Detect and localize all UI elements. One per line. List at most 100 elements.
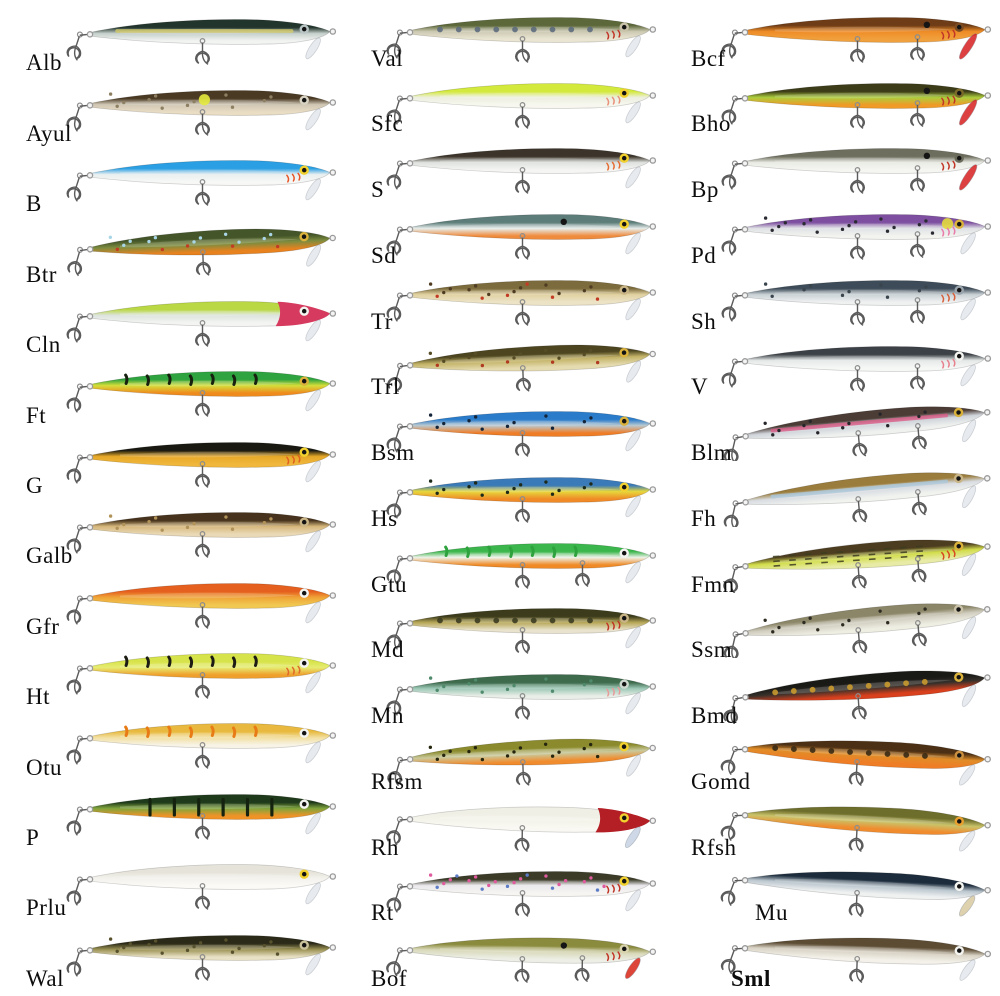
lure-image	[386, 674, 657, 721]
treble-hook-icon	[386, 423, 403, 454]
treble-hook-icon	[195, 742, 210, 770]
lure-item: Sd	[345, 201, 665, 267]
nose-ring-icon	[329, 943, 337, 951]
treble-hook-icon	[195, 249, 211, 277]
lure-label: Prlu	[26, 895, 67, 921]
lure-item: Tr	[345, 267, 665, 333]
gill-mark	[606, 686, 621, 697]
eye-pupil	[301, 942, 307, 948]
treble-hook-icon	[66, 876, 83, 907]
lure-image	[66, 582, 337, 629]
color-pattern	[108, 92, 273, 110]
diving-lip	[305, 741, 321, 764]
color-pattern	[763, 282, 928, 299]
treble-hook-icon	[386, 160, 403, 191]
lure-label: Bmd	[691, 703, 738, 729]
body-shine	[440, 223, 619, 230]
lure-item: Ayul	[0, 74, 345, 145]
treble-hook-icon	[848, 758, 864, 786]
lure-label: Wal	[26, 965, 64, 991]
lure-image	[66, 723, 337, 770]
lure-image	[386, 148, 657, 195]
treble-hook-icon	[195, 390, 210, 418]
gill-mark	[941, 358, 956, 369]
lure-label: Btr	[26, 261, 57, 287]
lure-image	[66, 89, 337, 136]
nose-ring-icon	[984, 542, 991, 550]
eye-pupil	[621, 24, 627, 30]
treble-hook-icon	[851, 561, 867, 589]
lure-item: Bho	[665, 70, 1000, 135]
tail-ring-icon	[86, 805, 94, 813]
lure-item: Mn	[345, 661, 665, 727]
body-shine	[775, 223, 954, 230]
treble-hook-icon	[195, 883, 210, 911]
eye-pupil	[957, 884, 962, 890]
lure-image	[387, 344, 656, 392]
treble-hook-icon	[850, 101, 865, 129]
nose-ring-icon	[329, 803, 337, 810]
treble-hook-icon	[910, 165, 925, 193]
treble-hook-icon	[515, 101, 530, 129]
diving-lip	[959, 959, 976, 981]
eye-pupil	[621, 156, 627, 161]
tail-ring-icon	[742, 498, 749, 506]
body-shine	[775, 289, 954, 296]
lure-item: Gfr	[0, 567, 345, 638]
tail-ring-icon	[741, 94, 749, 102]
lure-label: Sd	[371, 242, 397, 268]
lure-item: Rfsm	[345, 727, 665, 793]
lure-label: Fh	[691, 505, 717, 531]
treble-hook-icon	[387, 362, 404, 392]
lure-label: Blm	[691, 440, 733, 466]
lure-image	[723, 472, 991, 527]
lure-image	[721, 214, 992, 260]
nose-ring-icon	[983, 475, 991, 482]
lure-label: Fmn	[691, 571, 735, 597]
treble-hook-icon	[848, 890, 864, 918]
eye-pupil	[956, 476, 961, 481]
tail-ring-icon	[406, 755, 414, 763]
color-pattern	[428, 742, 600, 762]
lure-image	[66, 512, 337, 559]
color-pattern	[772, 545, 924, 567]
tail-ring-icon	[86, 31, 94, 38]
lure-image	[386, 214, 657, 260]
treble-hook-icon	[911, 489, 927, 516]
lure-item: Btr	[0, 215, 345, 287]
tail-ring-icon	[742, 433, 749, 440]
nose-ring-icon	[984, 821, 991, 829]
lure-label: Ht	[26, 684, 50, 710]
eye-pupil	[621, 484, 627, 490]
diving-lip	[960, 298, 976, 320]
treble-hook-icon	[515, 693, 530, 721]
treble-hook-icon	[515, 298, 530, 326]
treble-hook-icon	[574, 955, 590, 983]
eye-pupil	[621, 744, 627, 749]
tail-ring-icon	[742, 630, 749, 638]
lure-image	[66, 441, 337, 488]
lure-label: Bof	[371, 966, 407, 992]
gill-mark	[941, 95, 956, 106]
lure-label: Pd	[691, 242, 717, 268]
eye-pupil	[301, 97, 307, 103]
treble-hook-icon	[514, 824, 530, 852]
tail-ring-icon	[86, 594, 94, 602]
tail-ring-icon	[406, 423, 414, 430]
lure-item: Fmn	[665, 530, 1000, 596]
lure-image	[720, 740, 991, 786]
treble-hook-icon	[515, 167, 530, 195]
lure-image	[721, 279, 992, 326]
eye-pupil	[301, 801, 307, 807]
diving-lip	[625, 692, 641, 715]
lure-label: V	[691, 374, 709, 400]
nose-ring-icon	[649, 420, 657, 428]
gill-mark	[941, 226, 956, 237]
diving-lip	[626, 360, 642, 383]
nose-ring-icon	[649, 817, 657, 824]
diving-lip	[305, 389, 321, 412]
body-shine	[120, 238, 299, 248]
tail-ring-icon	[86, 383, 94, 390]
color-pattern	[124, 655, 258, 668]
nose-ring-icon	[649, 350, 656, 357]
